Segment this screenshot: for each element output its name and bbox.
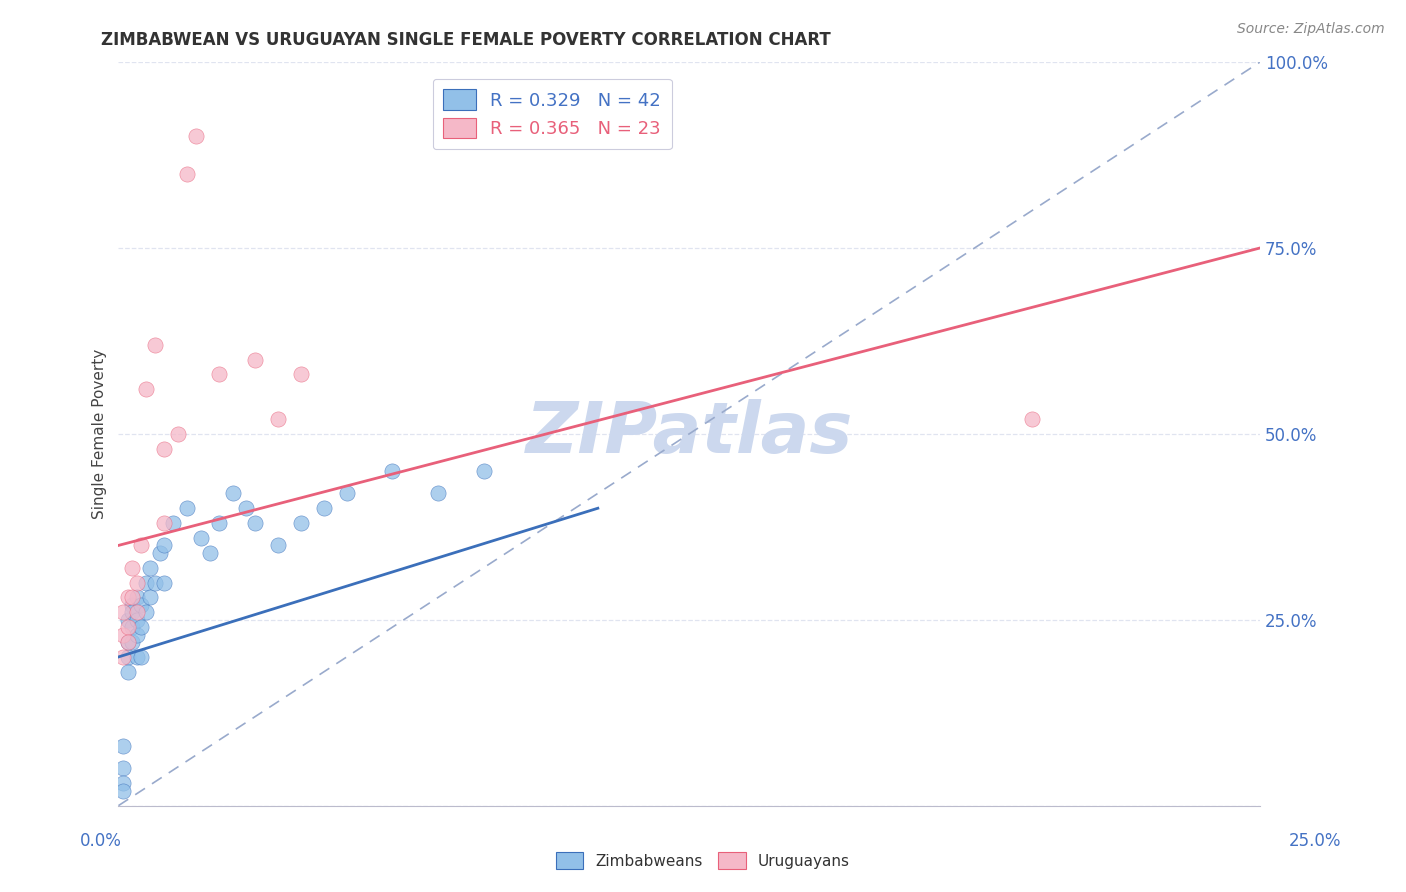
Point <box>117 613 139 627</box>
Point <box>312 501 335 516</box>
Text: ZIMBABWEAN VS URUGUAYAN SINGLE FEMALE POVERTY CORRELATION CHART: ZIMBABWEAN VS URUGUAYAN SINGLE FEMALE PO… <box>101 31 831 49</box>
Point <box>176 501 198 516</box>
Point <box>143 575 166 590</box>
Point <box>148 546 170 560</box>
Point <box>117 635 139 649</box>
Point <box>336 486 359 500</box>
Point <box>117 635 139 649</box>
Point <box>1021 412 1043 426</box>
Point <box>117 649 139 664</box>
Legend: R = 0.329   N = 42, R = 0.365   N = 23: R = 0.329 N = 42, R = 0.365 N = 23 <box>433 78 672 149</box>
Point <box>245 516 267 530</box>
Point <box>129 538 152 552</box>
Point <box>153 516 176 530</box>
Point <box>139 560 162 574</box>
Point <box>235 501 257 516</box>
Point <box>129 598 152 612</box>
Point <box>153 442 176 456</box>
Point <box>121 591 143 605</box>
Point <box>135 605 157 619</box>
Point <box>153 538 176 552</box>
Point <box>190 531 212 545</box>
Legend: Zimbabweans, Uruguayans: Zimbabweans, Uruguayans <box>550 846 856 875</box>
Point <box>135 382 157 396</box>
Point <box>135 575 157 590</box>
Point <box>117 665 139 679</box>
Point <box>198 546 221 560</box>
Point <box>267 538 290 552</box>
Point <box>129 620 152 634</box>
Point <box>139 591 162 605</box>
Text: ZIPatlas: ZIPatlas <box>526 400 853 468</box>
Point <box>121 620 143 634</box>
Point <box>381 464 404 478</box>
Point <box>111 762 134 776</box>
Point <box>111 776 134 790</box>
Text: 25.0%: 25.0% <box>1288 831 1341 849</box>
Point <box>121 635 143 649</box>
Point <box>208 368 231 382</box>
Point <box>290 516 312 530</box>
Point <box>125 613 148 627</box>
Point <box>111 739 134 754</box>
Point <box>111 649 134 664</box>
Point <box>427 486 450 500</box>
Y-axis label: Single Female Poverty: Single Female Poverty <box>93 349 107 519</box>
Point <box>117 591 139 605</box>
Point <box>290 368 312 382</box>
Text: Source: ZipAtlas.com: Source: ZipAtlas.com <box>1237 22 1385 37</box>
Point <box>208 516 231 530</box>
Point <box>125 649 148 664</box>
Point <box>129 649 152 664</box>
Point <box>125 591 148 605</box>
Point <box>117 620 139 634</box>
Point <box>153 575 176 590</box>
Point <box>143 337 166 351</box>
Text: 0.0%: 0.0% <box>80 831 122 849</box>
Point <box>111 605 134 619</box>
Point <box>121 605 143 619</box>
Point <box>111 784 134 798</box>
Point <box>267 412 290 426</box>
Point <box>121 598 143 612</box>
Point <box>111 627 134 641</box>
Point <box>184 129 207 144</box>
Point <box>245 352 267 367</box>
Point <box>176 167 198 181</box>
Point <box>125 627 148 641</box>
Point <box>162 516 184 530</box>
Point <box>125 575 148 590</box>
Point <box>121 560 143 574</box>
Point <box>125 605 148 619</box>
Point <box>221 486 243 500</box>
Point <box>166 426 188 441</box>
Point <box>472 464 495 478</box>
